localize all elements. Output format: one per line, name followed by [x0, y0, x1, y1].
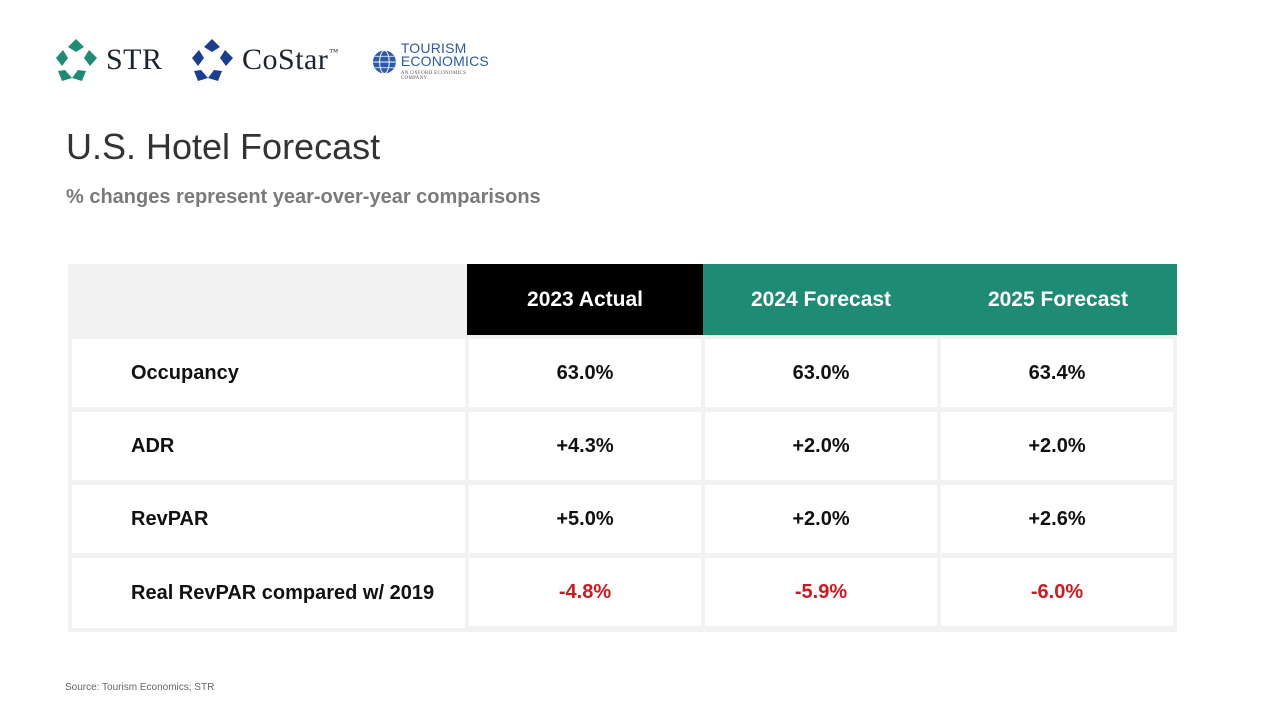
row-label-occupancy: Occupancy — [72, 339, 465, 407]
cell-revpar-2025: +2.6% — [941, 485, 1173, 553]
header-2025-forecast: 2025 Forecast — [939, 264, 1177, 335]
row-label-adr: ADR — [72, 412, 465, 480]
page-title: U.S. Hotel Forecast — [66, 126, 381, 167]
cell-occupancy-2024: 63.0% — [705, 339, 937, 407]
cell-real-revpar-2023: -4.8% — [469, 558, 701, 626]
page-subtitle: % changes represent year-over-year compa… — [66, 186, 541, 208]
header-2023-actual: 2023 Actual — [467, 264, 703, 335]
forecast-table: 2023 Actual 2024 Forecast 2025 Forecast … — [68, 264, 1177, 632]
cell-adr-2024: +2.0% — [705, 412, 937, 480]
cell-revpar-2023: +5.0% — [469, 485, 701, 553]
cell-real-revpar-2025: -6.0% — [941, 558, 1173, 626]
cell-adr-2023: +4.3% — [469, 412, 701, 480]
cell-revpar-2024: +2.0% — [705, 485, 937, 553]
str-wordmark: STR — [106, 43, 163, 76]
source-note: Source: Tourism Economics; STR — [65, 682, 215, 693]
cell-real-revpar-2024: -5.9% — [705, 558, 937, 626]
cell-adr-2025: +2.0% — [941, 412, 1173, 480]
costar-star-icon — [192, 39, 233, 81]
costar-logo: CoStar™ — [190, 36, 339, 84]
costar-wordmark: CoStar™ — [242, 43, 339, 76]
str-logo: STR — [54, 36, 163, 84]
cell-occupancy-2023: 63.0% — [469, 339, 701, 407]
header-2024-forecast: 2024 Forecast — [703, 264, 939, 335]
globe-icon — [372, 49, 396, 74]
str-star-icon — [56, 39, 97, 81]
row-label-real-revpar: Real RevPAR compared w/ 2019 — [72, 558, 465, 628]
tourism-economics-logo: TOURISM ECONOMICS AN OXFORD ECONOMICS CO… — [372, 40, 490, 81]
cell-occupancy-2025: 63.4% — [941, 339, 1173, 407]
row-label-revpar: RevPAR — [72, 485, 465, 553]
tourism-economics-wordmark: TOURISM ECONOMICS AN OXFORD ECONOMICS CO… — [400, 40, 489, 81]
header-blank-cell — [68, 264, 467, 335]
